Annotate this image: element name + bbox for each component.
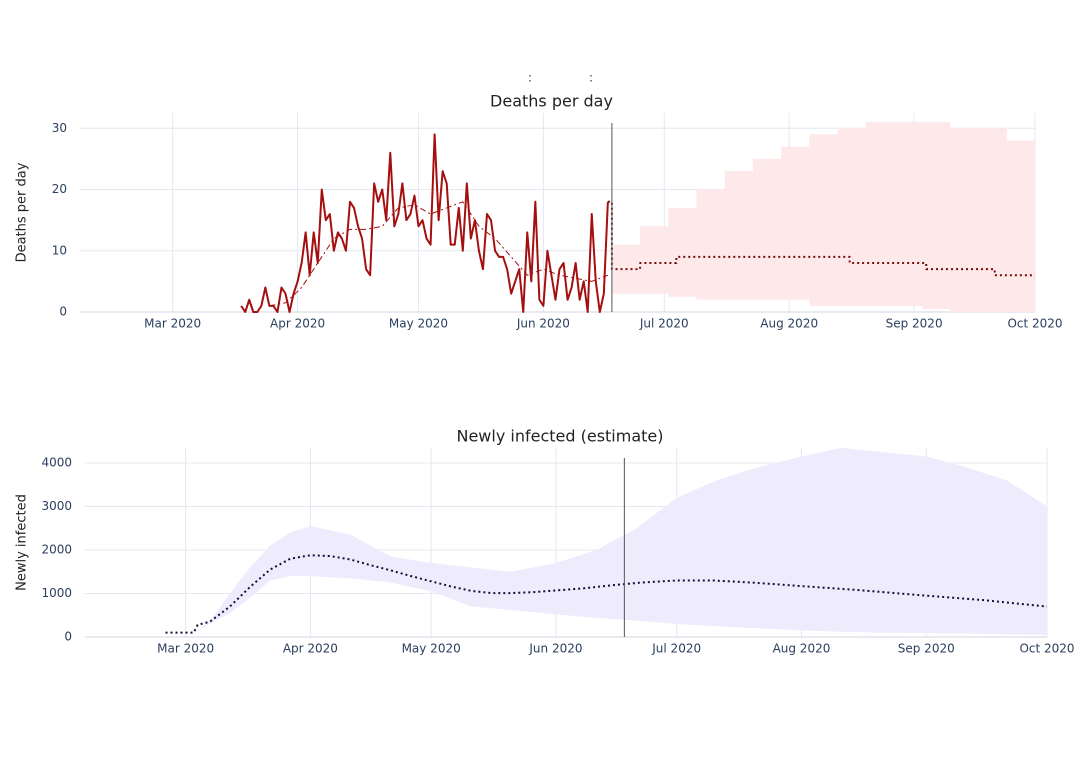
y-tick-label: 30 bbox=[52, 121, 67, 135]
x-tick-label: Mar 2020 bbox=[144, 317, 201, 331]
x-tick-label: Oct 2020 bbox=[1019, 642, 1074, 656]
x-tick-label: Mar 2020 bbox=[157, 642, 214, 656]
y-axis-title: Deaths per day bbox=[15, 162, 30, 262]
y-tick-label: 0 bbox=[64, 630, 72, 644]
x-tick-label: Jun 2020 bbox=[516, 317, 570, 331]
x-tick-label: Sep 2020 bbox=[886, 317, 943, 331]
line-series bbox=[240, 133, 609, 313]
annotation: : bbox=[528, 71, 532, 85]
x-tick-label: Aug 2020 bbox=[760, 317, 818, 331]
x-tick-label: Apr 2020 bbox=[283, 642, 338, 656]
x-tick-label: May 2020 bbox=[389, 317, 448, 331]
y-tick-label: 0 bbox=[59, 305, 67, 319]
confidence-band bbox=[611, 122, 1035, 312]
x-tick-label: Oct 2020 bbox=[1007, 317, 1062, 331]
x-tick-label: Jun 2020 bbox=[528, 642, 582, 656]
x-tick-label: Jul 2020 bbox=[651, 642, 701, 656]
x-tick-label: Apr 2020 bbox=[270, 317, 325, 331]
chart-title: Deaths per day bbox=[490, 92, 613, 111]
chart-title: Newly infected (estimate) bbox=[456, 427, 663, 446]
y-tick-label: 1000 bbox=[41, 586, 72, 600]
y-tick-label: 2000 bbox=[41, 543, 72, 557]
y-tick-label: 4000 bbox=[41, 456, 72, 470]
line-series bbox=[269, 201, 609, 307]
y-tick-label: 3000 bbox=[41, 499, 72, 513]
line-series bbox=[607, 200, 1035, 277]
x-tick-label: Sep 2020 bbox=[898, 642, 955, 656]
x-tick-label: May 2020 bbox=[402, 642, 461, 656]
confidence-band bbox=[193, 447, 1047, 635]
annotation: : bbox=[589, 71, 593, 85]
y-tick-label: 20 bbox=[52, 182, 67, 196]
y-tick-label: 10 bbox=[52, 243, 67, 257]
x-tick-label: Jul 2020 bbox=[639, 317, 689, 331]
y-axis-title: Newly infected bbox=[15, 494, 30, 591]
x-tick-label: Aug 2020 bbox=[773, 642, 831, 656]
